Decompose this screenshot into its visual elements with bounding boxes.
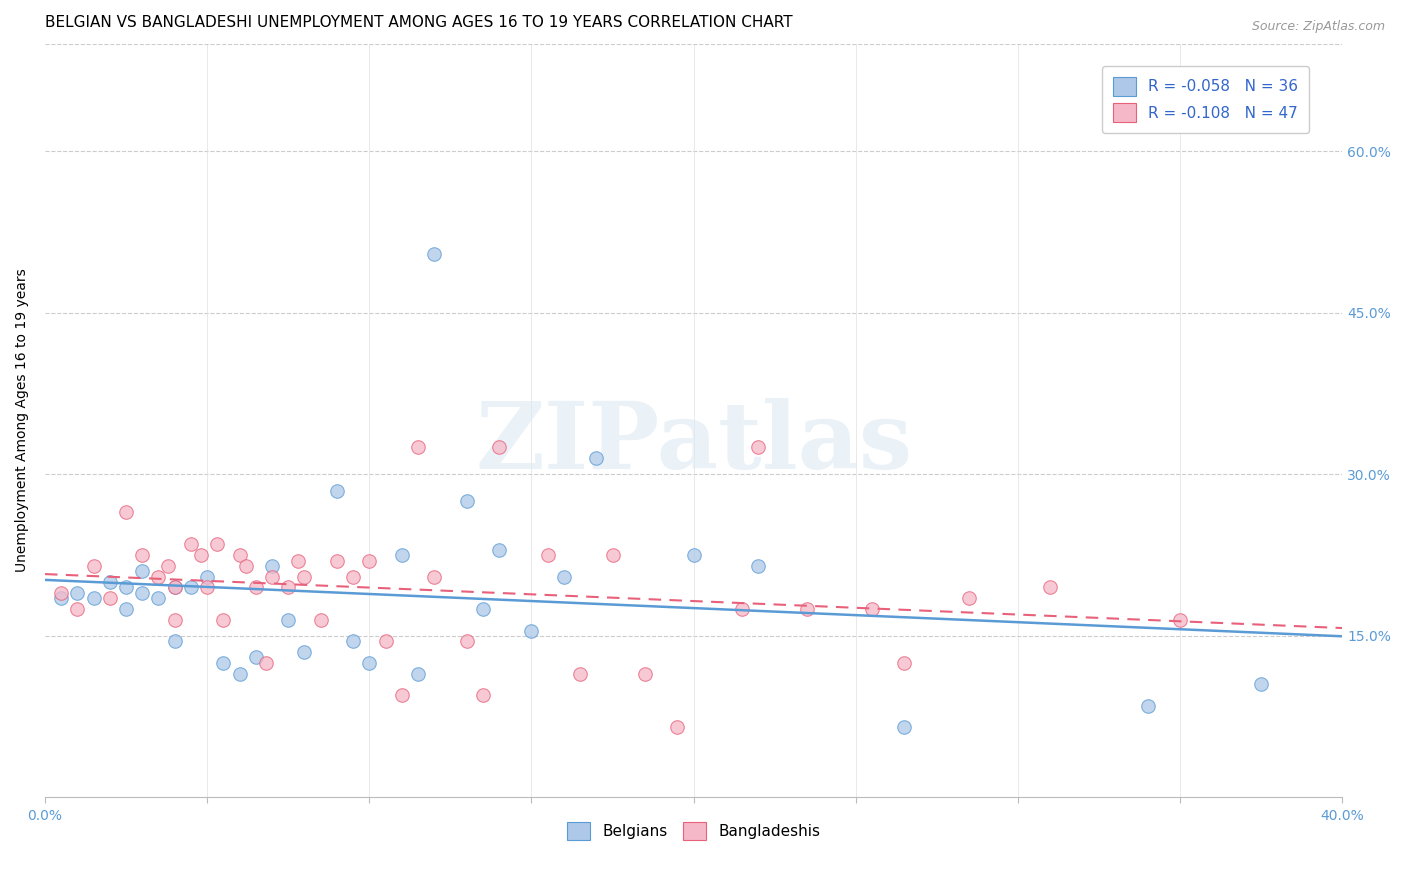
Point bbox=[893, 721, 915, 735]
Point bbox=[228, 548, 250, 562]
Point bbox=[359, 553, 381, 567]
Point bbox=[163, 581, 186, 595]
Point bbox=[569, 666, 592, 681]
Point bbox=[1039, 581, 1062, 595]
Point bbox=[115, 581, 138, 595]
Point bbox=[456, 494, 478, 508]
Point bbox=[471, 688, 494, 702]
Point bbox=[423, 570, 446, 584]
Point bbox=[66, 602, 89, 616]
Point bbox=[309, 613, 332, 627]
Point bbox=[796, 602, 818, 616]
Point bbox=[634, 666, 657, 681]
Point bbox=[180, 581, 202, 595]
Point bbox=[326, 483, 349, 498]
Point bbox=[205, 537, 228, 551]
Point bbox=[66, 586, 89, 600]
Point bbox=[294, 570, 316, 584]
Point bbox=[190, 548, 212, 562]
Point bbox=[115, 602, 138, 616]
Point bbox=[163, 634, 186, 648]
Point bbox=[406, 441, 429, 455]
Point bbox=[131, 548, 153, 562]
Point bbox=[423, 246, 446, 260]
Y-axis label: Unemployment Among Ages 16 to 19 years: Unemployment Among Ages 16 to 19 years bbox=[15, 268, 30, 573]
Point bbox=[471, 602, 494, 616]
Point bbox=[277, 581, 299, 595]
Point bbox=[1168, 613, 1191, 627]
Point bbox=[157, 558, 180, 573]
Point bbox=[148, 591, 170, 606]
Point bbox=[51, 591, 73, 606]
Point bbox=[51, 586, 73, 600]
Point bbox=[456, 634, 478, 648]
Point bbox=[374, 634, 396, 648]
Point bbox=[957, 591, 980, 606]
Point bbox=[860, 602, 883, 616]
Point bbox=[893, 656, 915, 670]
Point bbox=[195, 581, 218, 595]
Point bbox=[682, 548, 704, 562]
Point bbox=[148, 570, 170, 584]
Point bbox=[245, 650, 267, 665]
Text: BELGIAN VS BANGLADESHI UNEMPLOYMENT AMONG AGES 16 TO 19 YEARS CORRELATION CHART: BELGIAN VS BANGLADESHI UNEMPLOYMENT AMON… bbox=[45, 15, 793, 30]
Point bbox=[1250, 677, 1272, 691]
Point bbox=[98, 591, 121, 606]
Point bbox=[212, 613, 235, 627]
Point bbox=[131, 586, 153, 600]
Point bbox=[180, 537, 202, 551]
Point bbox=[212, 656, 235, 670]
Point bbox=[163, 581, 186, 595]
Point bbox=[731, 602, 754, 616]
Point bbox=[254, 656, 277, 670]
Point bbox=[115, 505, 138, 519]
Point bbox=[260, 570, 283, 584]
Point bbox=[391, 688, 413, 702]
Point bbox=[553, 570, 575, 584]
Point bbox=[326, 553, 349, 567]
Point bbox=[488, 542, 510, 557]
Point bbox=[131, 564, 153, 578]
Point bbox=[98, 575, 121, 590]
Point bbox=[406, 666, 429, 681]
Point bbox=[342, 634, 364, 648]
Point bbox=[537, 548, 560, 562]
Point bbox=[747, 558, 769, 573]
Point bbox=[228, 666, 250, 681]
Point bbox=[391, 548, 413, 562]
Point bbox=[1136, 698, 1159, 713]
Point bbox=[277, 613, 299, 627]
Point bbox=[666, 721, 689, 735]
Point bbox=[83, 558, 105, 573]
Point bbox=[294, 645, 316, 659]
Point bbox=[287, 553, 309, 567]
Point bbox=[195, 570, 218, 584]
Text: ZIPatlas: ZIPatlas bbox=[475, 398, 912, 488]
Point bbox=[585, 451, 607, 466]
Point bbox=[488, 441, 510, 455]
Point bbox=[602, 548, 624, 562]
Point bbox=[245, 581, 267, 595]
Point bbox=[260, 558, 283, 573]
Point bbox=[83, 591, 105, 606]
Point bbox=[359, 656, 381, 670]
Point bbox=[342, 570, 364, 584]
Text: Source: ZipAtlas.com: Source: ZipAtlas.com bbox=[1251, 20, 1385, 33]
Point bbox=[235, 558, 257, 573]
Legend: Belgians, Bangladeshis: Belgians, Bangladeshis bbox=[561, 815, 827, 847]
Point bbox=[163, 613, 186, 627]
Point bbox=[520, 624, 543, 638]
Point bbox=[747, 441, 769, 455]
